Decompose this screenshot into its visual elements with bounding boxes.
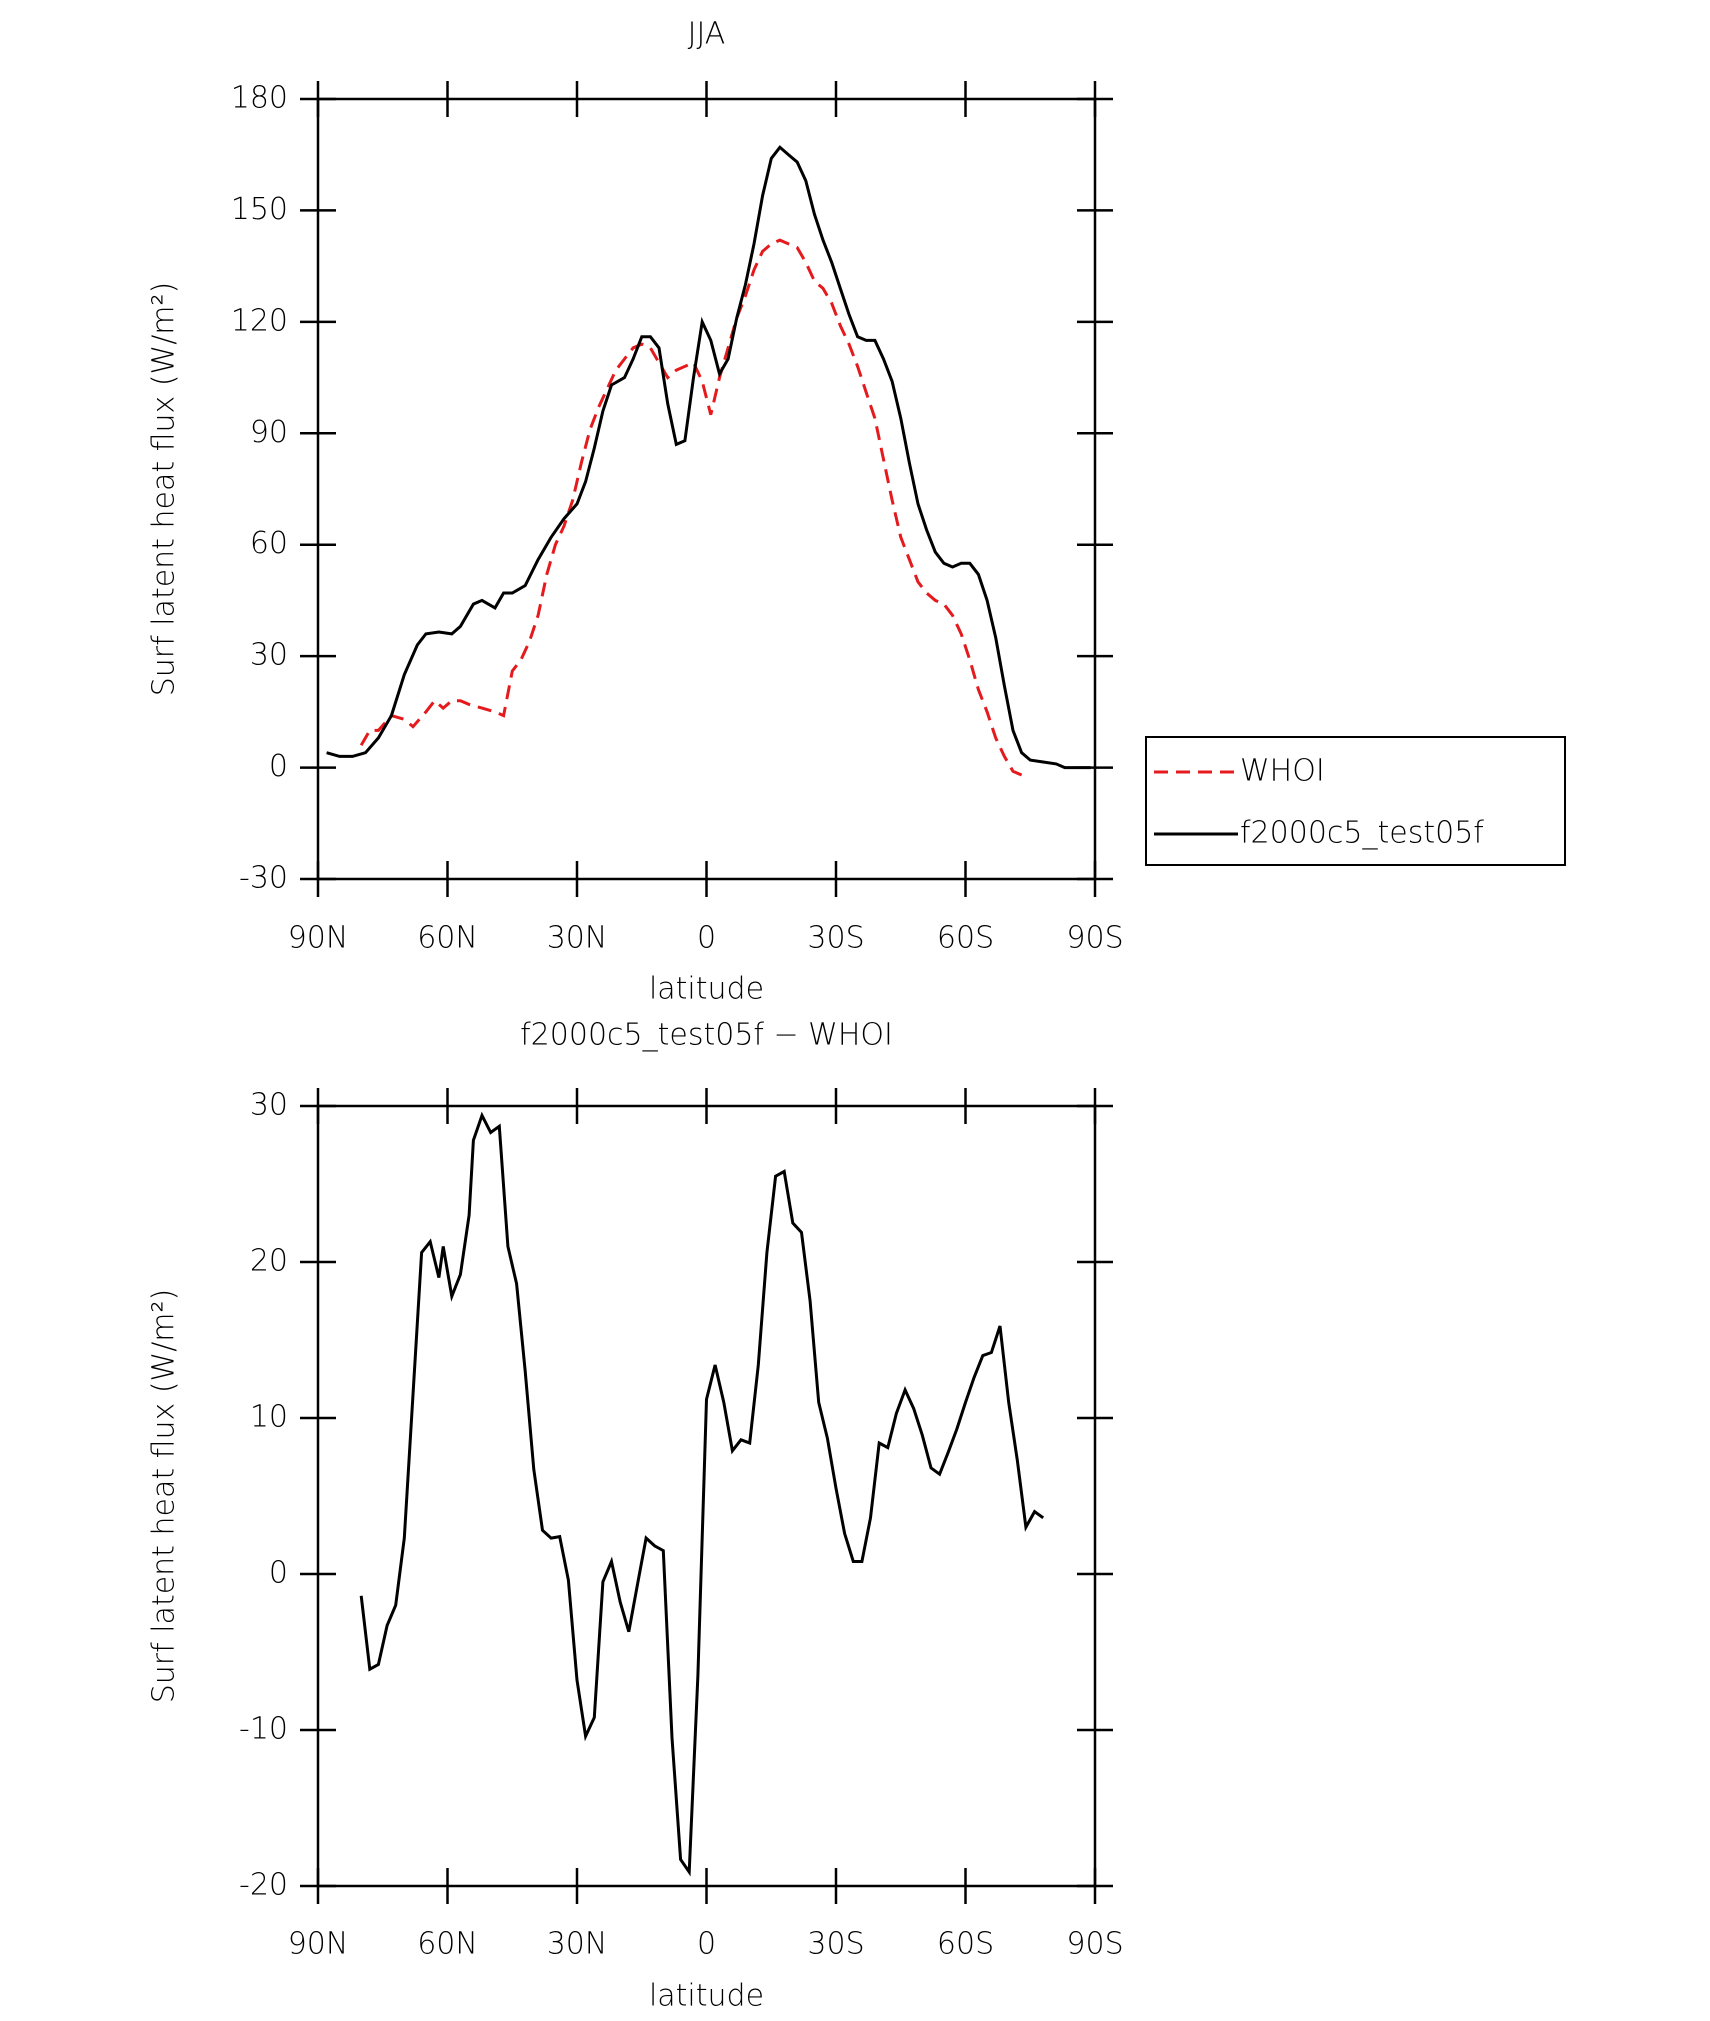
y-tick-label: 10: [250, 1400, 288, 1435]
y-tick-label: 0: [269, 749, 288, 784]
y-axis-label: Surf latent heat flux (W/m²): [147, 1289, 182, 1704]
x-tick-label: 30N: [547, 1927, 608, 1962]
y-tick-label: -30: [239, 861, 288, 896]
y-tick-label: 20: [250, 1244, 288, 1279]
y-tick-label: 150: [231, 192, 288, 227]
x-tick-label: 90N: [288, 921, 349, 956]
data-line: [359, 1111, 1045, 1877]
x-tick-label: 30N: [547, 921, 608, 956]
x-tick-label: 90S: [1066, 921, 1123, 956]
x-tick-label: 30S: [807, 1927, 864, 1962]
y-tick-label: 60: [250, 526, 288, 561]
x-axis-label: latitude: [649, 1979, 764, 2014]
chart-title: JJA: [688, 17, 726, 52]
y-tick-label: -20: [239, 1868, 288, 1903]
y-tick-label: 180: [231, 81, 288, 116]
x-tick-label: 60N: [417, 921, 478, 956]
x-tick-label: 90S: [1066, 1927, 1123, 1962]
x-tick-label: 60S: [937, 921, 994, 956]
y-tick-label: 90: [250, 415, 288, 450]
legend-box: [1145, 736, 1566, 866]
plot-frame: [316, 97, 1097, 881]
x-axis-label: latitude: [649, 972, 764, 1007]
y-tick-label: 120: [231, 303, 288, 338]
x-tick-label: 60S: [937, 1927, 994, 1962]
y-axis-label: Surf latent heat flux (W/m²): [147, 282, 182, 697]
y-tick-label: 0: [269, 1556, 288, 1591]
x-tick-label: 60N: [417, 1927, 478, 1962]
x-tick-label: 0: [697, 921, 716, 956]
x-tick-label: 30S: [807, 921, 864, 956]
legend-label: f2000c5_test05f: [1240, 816, 1484, 851]
data-line: [359, 238, 1023, 777]
x-tick-label: 90N: [288, 1927, 349, 1962]
y-tick-label: -10: [239, 1712, 288, 1747]
chart-title: f2000c5_test05f − WHOI: [520, 1018, 893, 1053]
y-tick-label: 30: [250, 1088, 288, 1123]
y-tick-label: 30: [250, 638, 288, 673]
x-tick-label: 0: [697, 1927, 716, 1962]
plot-frame: [316, 1104, 1097, 1888]
legend-label: WHOI: [1240, 754, 1325, 789]
data-line: [326, 145, 1091, 770]
